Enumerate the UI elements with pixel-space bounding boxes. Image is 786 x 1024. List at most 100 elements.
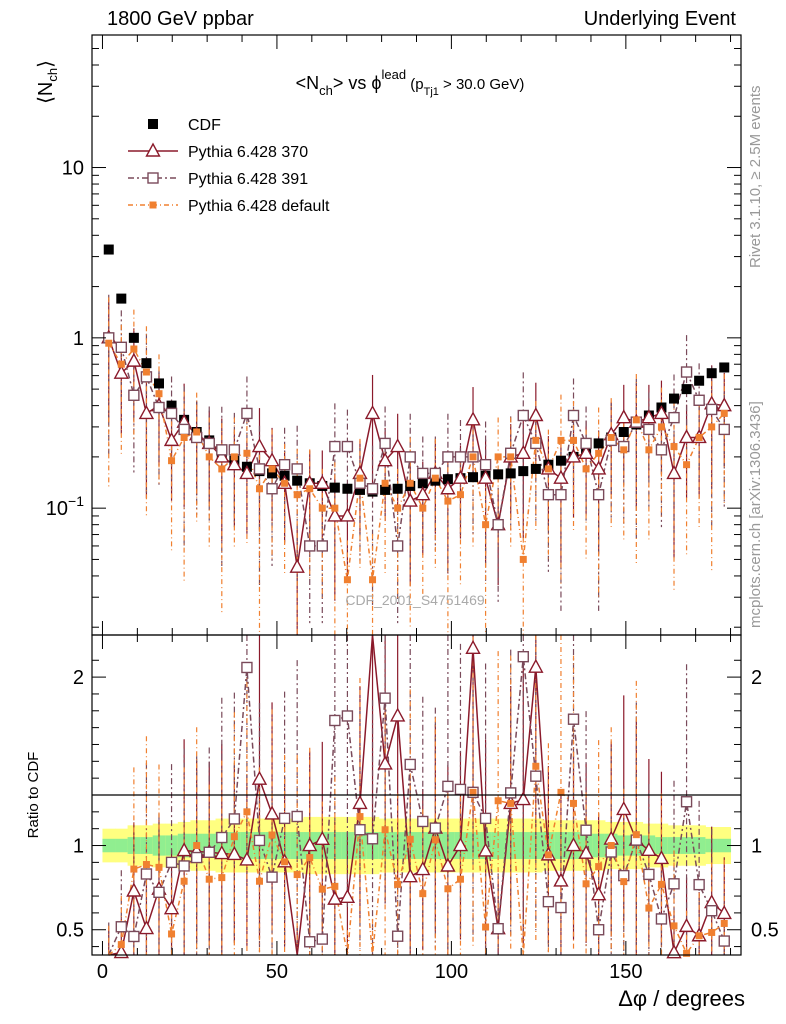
marker-main xyxy=(415,486,431,501)
marker-main xyxy=(666,464,682,480)
marker-main xyxy=(292,475,303,486)
marker-main xyxy=(718,423,730,436)
marker-ratio xyxy=(580,824,592,836)
marker-ratio xyxy=(230,833,238,841)
marker-main xyxy=(168,457,176,465)
marker-ratio xyxy=(616,800,632,816)
header-right-label: Underlying Event xyxy=(583,8,736,30)
marker-main xyxy=(364,404,381,420)
marker-ratio xyxy=(718,935,730,947)
band-inner-bin xyxy=(717,838,732,853)
marker-ratio xyxy=(708,928,716,936)
marker-main xyxy=(268,465,276,473)
marker-main xyxy=(694,375,705,386)
marker-ratio xyxy=(216,831,228,844)
marker-main xyxy=(141,358,152,369)
marker-ratio xyxy=(329,714,341,727)
marker-ratio xyxy=(469,788,477,796)
band-inner-bin xyxy=(680,837,694,854)
marker-ratio xyxy=(354,824,366,836)
marker-main xyxy=(542,488,555,501)
marker-ratio xyxy=(507,799,515,807)
marker-ratio xyxy=(391,930,404,942)
marker-main xyxy=(477,469,494,484)
marker-main xyxy=(153,401,165,414)
marker-main xyxy=(404,451,416,463)
marker-main xyxy=(442,451,454,463)
marker-ratio xyxy=(419,890,427,898)
marker-main xyxy=(180,433,188,441)
marker-ratio xyxy=(314,830,330,845)
marker-main xyxy=(678,429,695,444)
marker-ratio xyxy=(203,846,215,858)
marker-ratio xyxy=(444,885,452,893)
marker-main xyxy=(331,504,339,512)
marker-ratio xyxy=(117,941,125,949)
marker-ratio xyxy=(452,837,469,852)
marker-main xyxy=(203,437,215,450)
marker-main xyxy=(342,483,353,494)
marker-ratio xyxy=(542,895,555,908)
marker-ratio xyxy=(243,808,251,816)
marker-main xyxy=(394,504,402,512)
marker-ratio xyxy=(666,944,682,959)
marker-ratio xyxy=(592,924,605,936)
marker-main xyxy=(178,423,190,436)
marker-ratio xyxy=(465,639,481,654)
marker-main xyxy=(653,404,670,420)
marker-main xyxy=(281,479,289,487)
marker-main xyxy=(456,491,464,499)
marker-ratio xyxy=(331,882,339,890)
marker-main xyxy=(117,360,125,368)
axes: 0 50 100 150 10−1 1 10 0.5 0.5 1 1 2 2 xyxy=(46,34,779,983)
marker-main xyxy=(493,469,504,480)
series-line-main xyxy=(108,342,725,580)
marker-main xyxy=(683,461,691,469)
marker-ratio xyxy=(306,854,314,862)
marker-main xyxy=(216,444,228,456)
marker-main xyxy=(417,478,428,489)
marker-ratio xyxy=(205,875,213,883)
marker-main xyxy=(469,453,477,461)
x-tick-label: 0 xyxy=(97,961,108,983)
header-left-label: 1800 GeV ppbar xyxy=(107,8,254,30)
legend-marker xyxy=(147,172,159,184)
marker-ratio xyxy=(266,871,278,883)
marker-main xyxy=(126,352,142,367)
marker-ratio xyxy=(456,875,464,883)
marker-ratio xyxy=(163,900,180,915)
marker-main xyxy=(116,293,127,304)
marker-main xyxy=(555,455,566,466)
marker-main xyxy=(318,504,326,512)
marker-ratio xyxy=(341,710,354,722)
marker-ratio xyxy=(366,833,379,845)
marker-main xyxy=(128,332,139,343)
marker-main xyxy=(316,540,328,552)
marker-ratio xyxy=(442,780,454,793)
marker-main xyxy=(138,404,155,420)
marker-main xyxy=(444,497,452,505)
marker-main xyxy=(406,479,414,487)
marker-main xyxy=(266,483,278,495)
marker-ratio xyxy=(683,949,691,957)
marker-ratio xyxy=(595,863,603,871)
marker-main xyxy=(482,521,490,529)
marker-ratio xyxy=(140,868,153,880)
marker-main xyxy=(641,409,657,424)
marker-ratio xyxy=(218,874,226,882)
marker-main xyxy=(708,423,716,431)
legend-marker xyxy=(145,142,161,157)
marker-ratio xyxy=(517,650,529,663)
legend-label: Pythia 6.428 370 xyxy=(188,144,308,161)
ratio-y-tick-label-right: 0.5 xyxy=(751,920,779,942)
marker-ratio xyxy=(641,841,657,857)
marker-main xyxy=(218,465,226,473)
marker-main xyxy=(695,433,703,441)
marker-ratio xyxy=(544,851,552,859)
marker-main xyxy=(518,466,529,477)
marker-main xyxy=(544,465,552,473)
marker-main xyxy=(267,468,278,479)
marker-main xyxy=(507,453,515,461)
marker-ratio xyxy=(590,886,607,901)
marker-main xyxy=(293,491,301,499)
